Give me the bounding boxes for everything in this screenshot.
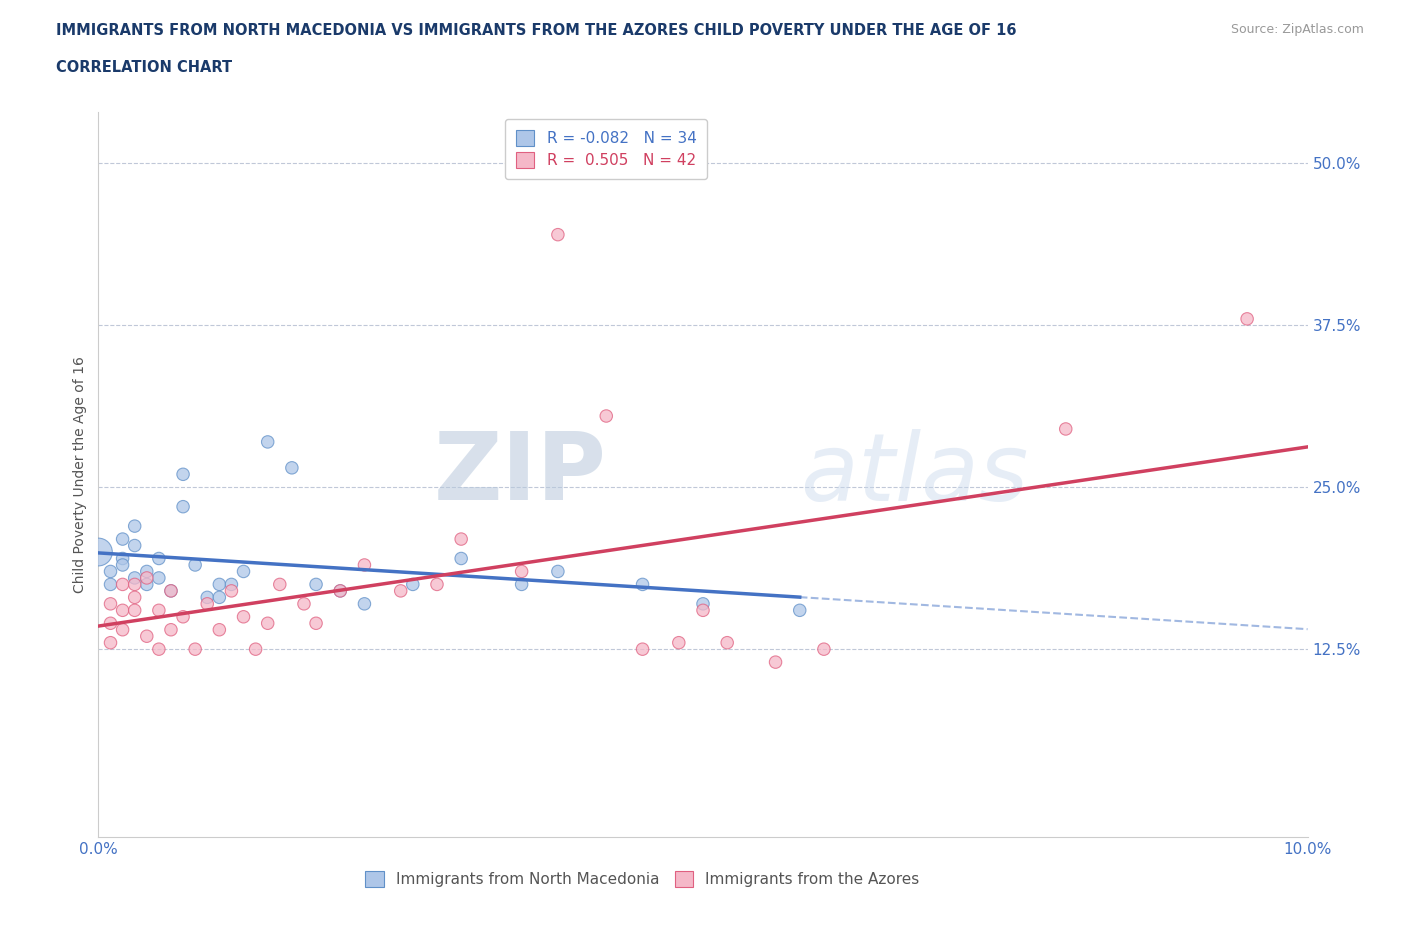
Point: [329, 583, 352, 598]
Point: [195, 590, 218, 604]
Point: [547, 227, 569, 242]
Point: [281, 460, 304, 475]
Point: [100, 616, 122, 631]
Point: [160, 622, 183, 637]
Point: [100, 596, 122, 611]
Point: [765, 655, 787, 670]
Point: [510, 564, 533, 578]
Point: [245, 642, 267, 657]
Point: [305, 577, 328, 591]
Point: [100, 564, 122, 578]
Legend: Immigrants from North Macedonia, Immigrants from the Azores: Immigrants from North Macedonia, Immigra…: [359, 863, 927, 895]
Point: [353, 596, 375, 611]
Point: [111, 577, 134, 591]
Text: Source: ZipAtlas.com: Source: ZipAtlas.com: [1230, 23, 1364, 36]
Point: [124, 570, 146, 585]
Point: [692, 603, 714, 618]
Point: [124, 590, 146, 604]
Text: atlas: atlas: [800, 429, 1028, 520]
Point: [160, 583, 183, 598]
Point: [221, 583, 243, 598]
Point: [256, 616, 278, 631]
Point: [208, 577, 231, 591]
Point: [111, 532, 134, 547]
Point: [1236, 312, 1258, 326]
Point: [232, 609, 254, 624]
Point: [305, 616, 328, 631]
Point: [172, 609, 194, 624]
Point: [184, 642, 207, 657]
Point: [148, 642, 170, 657]
Point: [87, 545, 110, 560]
Point: [135, 564, 157, 578]
Point: [172, 467, 194, 482]
Point: [450, 551, 472, 566]
Point: [135, 570, 157, 585]
Point: [668, 635, 690, 650]
Text: IMMIGRANTS FROM NORTH MACEDONIA VS IMMIGRANTS FROM THE AZORES CHILD POVERTY UNDE: IMMIGRANTS FROM NORTH MACEDONIA VS IMMIG…: [56, 23, 1017, 38]
Point: [1054, 421, 1077, 436]
Point: [789, 603, 811, 618]
Point: [329, 583, 352, 598]
Point: [208, 590, 231, 604]
Point: [426, 577, 449, 591]
Point: [100, 577, 122, 591]
Point: [135, 629, 157, 644]
Point: [256, 434, 278, 449]
Point: [292, 596, 315, 611]
Point: [450, 532, 472, 547]
Text: ZIP: ZIP: [433, 429, 606, 520]
Point: [111, 603, 134, 618]
Point: [124, 538, 146, 553]
Point: [148, 603, 170, 618]
Point: [135, 577, 157, 591]
Point: [353, 558, 375, 573]
Point: [160, 583, 183, 598]
Point: [631, 577, 654, 591]
Point: [269, 577, 291, 591]
Point: [148, 551, 170, 566]
Point: [195, 596, 218, 611]
Point: [172, 499, 194, 514]
Point: [631, 642, 654, 657]
Point: [221, 577, 243, 591]
Point: [208, 622, 231, 637]
Point: [232, 564, 254, 578]
Point: [813, 642, 835, 657]
Point: [184, 558, 207, 573]
Point: [100, 635, 122, 650]
Y-axis label: Child Poverty Under the Age of 16: Child Poverty Under the Age of 16: [73, 356, 87, 592]
Point: [692, 596, 714, 611]
Point: [124, 603, 146, 618]
Point: [389, 583, 412, 598]
Point: [510, 577, 533, 591]
Point: [111, 558, 134, 573]
Point: [124, 577, 146, 591]
Point: [716, 635, 738, 650]
Point: [148, 570, 170, 585]
Point: [402, 577, 425, 591]
Text: CORRELATION CHART: CORRELATION CHART: [56, 60, 232, 75]
Point: [111, 622, 134, 637]
Point: [547, 564, 569, 578]
Point: [111, 551, 134, 566]
Point: [595, 408, 617, 423]
Point: [124, 519, 146, 534]
